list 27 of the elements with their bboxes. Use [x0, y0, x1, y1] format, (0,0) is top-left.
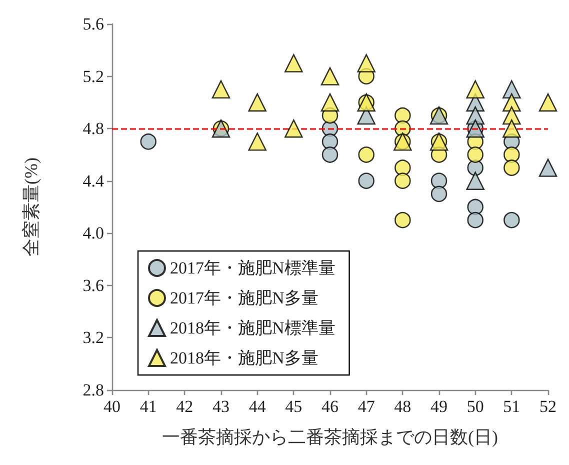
x-tick-label: 42 — [176, 397, 194, 416]
legend-label: 2018年・施肥N多量 — [170, 348, 318, 368]
y-tick-label: 3.6 — [82, 276, 104, 295]
x-tick-label: 52 — [540, 397, 556, 416]
y-tick-label: 5.6 — [82, 14, 104, 34]
x-tick-label: 43 — [212, 397, 230, 416]
legend-label: 2017年・施肥N多量 — [170, 288, 318, 308]
y-tick-label: 4.8 — [82, 119, 104, 138]
y-tick-label: 3.2 — [82, 328, 104, 348]
x-tick-label: 41 — [140, 397, 157, 416]
y-tick-label: 4.0 — [82, 224, 104, 243]
y-axis-title: 全窒素量(%) — [21, 158, 41, 256]
y-tick-label: 2.8 — [82, 380, 104, 400]
x-tick-label: 50 — [466, 397, 484, 416]
y-tick-label: 4.4 — [82, 171, 104, 190]
x-tick-label: 45 — [285, 397, 302, 416]
y-tick-label: 5.2 — [82, 66, 104, 86]
x-tick-label: 40 — [104, 397, 120, 416]
x-tick-label: 49 — [430, 397, 448, 416]
x-tick-label: 51 — [503, 397, 520, 416]
x-tick-label: 47 — [358, 397, 376, 416]
x-tick-label: 46 — [322, 397, 338, 416]
x-axis-title: 一番茶摘採から二番茶摘採までの日数(日) — [162, 427, 498, 447]
legend-label: 2018年・施肥N標準量 — [170, 318, 336, 338]
x-tick-label: 44 — [248, 397, 266, 416]
x-tick-label: 48 — [394, 397, 412, 416]
legend-label: 2017年・施肥N標準量 — [170, 258, 336, 278]
